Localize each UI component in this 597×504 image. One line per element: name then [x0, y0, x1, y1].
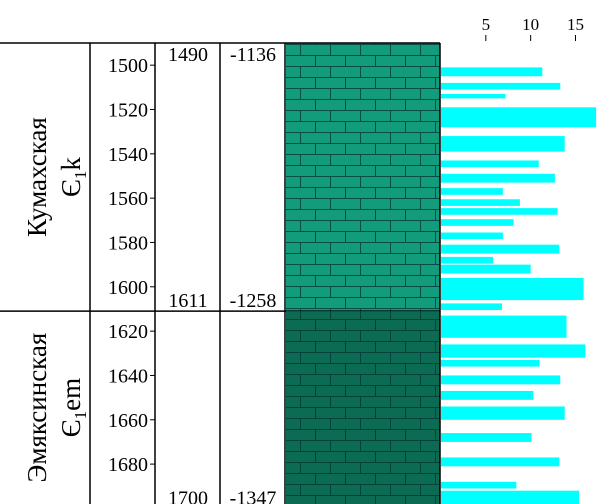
index-sub: 1 — [71, 411, 90, 420]
depth-tick-label: 1560 — [108, 188, 148, 210]
bar — [441, 360, 540, 367]
bottom-depth: 1700 — [168, 487, 208, 504]
top-abs: -1136 — [230, 44, 276, 66]
depth-tick-label: 1500 — [108, 55, 148, 77]
bar — [441, 491, 579, 504]
formation-index: Є1k — [56, 157, 90, 197]
bar — [441, 433, 532, 442]
bar — [441, 265, 531, 274]
formation-name: Кумахская — [22, 117, 52, 237]
depth-tick-label: 1540 — [108, 144, 148, 166]
bar — [441, 406, 565, 419]
x-tick-label: 5 — [482, 15, 491, 34]
x-tick-label: 10 — [522, 15, 539, 34]
lithology-pattern — [286, 311, 440, 504]
index-symbol: Є — [56, 419, 86, 437]
depth-tick-label: 1660 — [108, 410, 148, 432]
depth-tick-label: 1640 — [108, 365, 148, 387]
index-symbol: Є — [56, 179, 86, 197]
bar — [441, 219, 514, 226]
bar — [441, 232, 503, 239]
bottom-abs: -1258 — [230, 290, 277, 312]
well-log-chart: КумахскаяЄ1k1490-11361611-1258Эмяксинска… — [0, 0, 597, 504]
bar — [441, 188, 503, 195]
depth-tick-label: 1620 — [108, 321, 148, 343]
depth-tick-label: 1520 — [108, 99, 148, 121]
bar — [441, 344, 585, 357]
depth-tick-label: 1580 — [108, 232, 148, 254]
formation-index: Є1em — [56, 378, 90, 437]
bar — [441, 94, 506, 98]
bar — [441, 482, 516, 489]
bar — [441, 257, 493, 264]
bar — [441, 107, 596, 127]
bottom-abs: -1347 — [230, 487, 277, 504]
bar — [441, 199, 520, 206]
index-suffix: em — [56, 378, 86, 411]
bar — [441, 208, 558, 215]
formation-name: Эмяксинская — [22, 333, 52, 483]
bar — [441, 391, 533, 400]
x-tick-label: 15 — [567, 15, 584, 34]
bar — [441, 375, 560, 384]
depth-tick-label: 1600 — [108, 277, 148, 299]
bar — [441, 303, 502, 310]
bar — [441, 316, 567, 338]
bar — [441, 67, 542, 76]
bar — [441, 245, 559, 254]
top-depth: 1490 — [168, 44, 208, 66]
index-sub: 1 — [71, 171, 90, 180]
index-suffix: k — [56, 157, 86, 171]
bar — [441, 278, 584, 300]
bar — [441, 457, 559, 466]
bar — [441, 136, 565, 152]
bar — [441, 174, 555, 183]
bottom-depth: 1611 — [168, 290, 207, 312]
depth-tick-label: 1680 — [108, 454, 148, 476]
bar — [441, 160, 539, 167]
lithology-pattern — [286, 43, 440, 311]
bar — [441, 83, 560, 90]
